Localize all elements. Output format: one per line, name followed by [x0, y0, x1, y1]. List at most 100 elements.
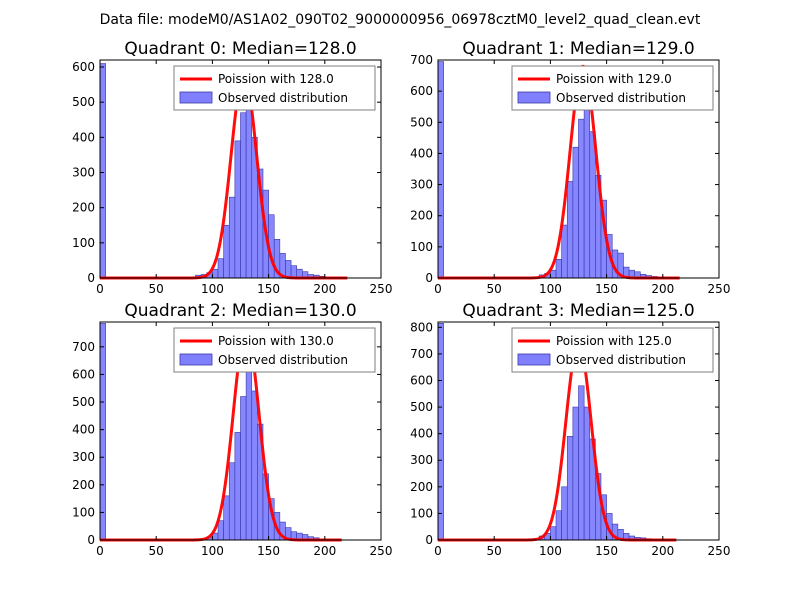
histogram-bar: [437, 323, 444, 541]
histogram-bar: [217, 520, 224, 541]
x-tick-label: 200: [651, 282, 674, 296]
x-tick-label: 100: [201, 282, 224, 296]
y-tick-label: 300: [410, 453, 433, 467]
x-tick-label: 50: [487, 282, 502, 296]
y-tick-label: 100: [72, 236, 95, 250]
y-tick-label: 500: [410, 400, 433, 414]
x-tick-label: 100: [201, 544, 224, 558]
histogram-bar: [212, 268, 219, 279]
y-tick-label: 0: [87, 533, 95, 547]
y-tick-label: 500: [72, 395, 95, 409]
legend: Poission with 125.0 Observed distribution: [511, 327, 714, 373]
quadrant-1-title: Quadrant 1: Median=129.0: [462, 39, 694, 59]
y-tick-label: 0: [87, 271, 95, 285]
y-tick-label: 700: [410, 347, 433, 361]
y-tick-label: 100: [410, 240, 433, 254]
histogram-bar: [245, 360, 253, 541]
histogram-bar: [561, 224, 568, 279]
legend-label-poisson: Poission with 128.0: [218, 72, 334, 86]
quadrant-2-panel: 0 50 100 150 200 250 0 100 200 300 400 500 600 700 Qua…: [72, 301, 392, 558]
x-tick-label: 0: [434, 544, 442, 558]
histogram-bar: [240, 396, 247, 541]
histogram-bar: [578, 118, 585, 279]
x-tick-label: 250: [708, 282, 731, 296]
quadrant-2-title: Quadrant 2: Median=130.0: [124, 301, 356, 321]
x-tick-label: 50: [149, 544, 164, 558]
histogram-bar: [245, 98, 253, 279]
histogram-bar: [228, 196, 236, 279]
histogram-bar: [217, 258, 224, 279]
histogram-bar: [99, 63, 106, 279]
legend-label-poisson: Poission with 130.0: [218, 334, 334, 348]
x-tick-label: 150: [595, 282, 618, 296]
x-tick-label: 250: [370, 282, 393, 296]
legend: Poission with 130.0 Observed distribution: [173, 327, 376, 373]
legend-label-observed: Observed distribution: [218, 353, 348, 367]
histogram-bar: [589, 131, 596, 279]
histogram-bar: [223, 224, 230, 279]
x-tick-label: 0: [96, 544, 104, 558]
y-tick-label: 300: [72, 166, 95, 180]
x-tick-label: 50: [487, 544, 502, 558]
x-tick-label: 150: [257, 282, 280, 296]
legend-label-poisson: Poission with 125.0: [556, 334, 672, 348]
y-tick-label: 400: [410, 427, 433, 441]
legend-label-observed: Observed distribution: [556, 91, 686, 105]
legend-bar-swatch: [179, 91, 213, 104]
legend-bar-swatch: [517, 91, 551, 104]
histogram-bar: [234, 432, 241, 541]
histogram-bar: [583, 103, 591, 279]
histogram-bars: [99, 63, 326, 279]
y-tick-label: 100: [72, 505, 95, 519]
x-tick-label: 150: [595, 544, 618, 558]
x-tick-label: 250: [708, 544, 731, 558]
y-tick-label: 400: [72, 130, 95, 144]
x-tick-label: 0: [96, 282, 104, 296]
histogram-bar: [561, 486, 568, 541]
y-tick-label: 400: [410, 146, 433, 160]
histogram-bar: [555, 510, 562, 541]
axes-frame: [99, 59, 382, 279]
legend: Poission with 129.0 Observed distribution: [511, 65, 714, 111]
y-tick-label: 600: [72, 60, 95, 74]
histogram-bar: [437, 61, 444, 279]
legend-label-poisson: Poission with 129.0: [556, 72, 672, 86]
histogram-bar: [566, 181, 574, 279]
histogram-bar: [290, 265, 297, 279]
y-tick-label: 0: [425, 533, 433, 547]
histogram-bar: [240, 112, 247, 279]
histogram-bar: [566, 436, 574, 541]
quadrant-1-panel: 0 50 100 150 200 250 0 100 200 300 400 500 600 700 Qua…: [410, 39, 730, 296]
legend-bar-swatch: [179, 353, 213, 366]
histogram-bar: [234, 140, 241, 279]
y-tick-label: 500: [410, 115, 433, 129]
y-tick-label: 200: [410, 209, 433, 223]
legend: Poission with 128.0 Observed distribution: [173, 65, 376, 111]
histogram-bar: [285, 260, 292, 279]
legend-label-observed: Observed distribution: [556, 353, 686, 367]
y-tick-label: 700: [410, 53, 433, 67]
y-tick-label: 200: [72, 478, 95, 492]
y-tick-label: 600: [72, 367, 95, 381]
axes-frame: [437, 59, 720, 279]
y-tick-label: 800: [410, 320, 433, 334]
x-tick-label: 50: [149, 282, 164, 296]
x-tick-label: 100: [539, 282, 562, 296]
y-tick-label: 300: [410, 178, 433, 192]
y-tick-label: 300: [72, 450, 95, 464]
histogram-bar: [550, 526, 557, 541]
histogram-bar: [572, 406, 579, 541]
x-tick-label: 200: [313, 282, 336, 296]
quadrant-0-title: Quadrant 0: Median=128.0: [124, 39, 356, 59]
y-tick-label: 500: [72, 95, 95, 109]
y-tick-label: 200: [410, 480, 433, 494]
quadrant-3-panel: 0 50 100 150 200 250 0 100 200 300 400 500 600 700 800…: [410, 301, 730, 558]
histogram-bar: [555, 259, 562, 279]
x-tick-label: 200: [651, 544, 674, 558]
histogram-bar: [228, 462, 236, 541]
quadrant-0-panel: 0 50 100 150 200 250 0 100 200 300 400 500 600 Quadra…: [72, 39, 392, 296]
legend-bar-swatch: [517, 353, 551, 366]
x-tick-label: 100: [539, 544, 562, 558]
histogram-bar: [99, 323, 106, 541]
